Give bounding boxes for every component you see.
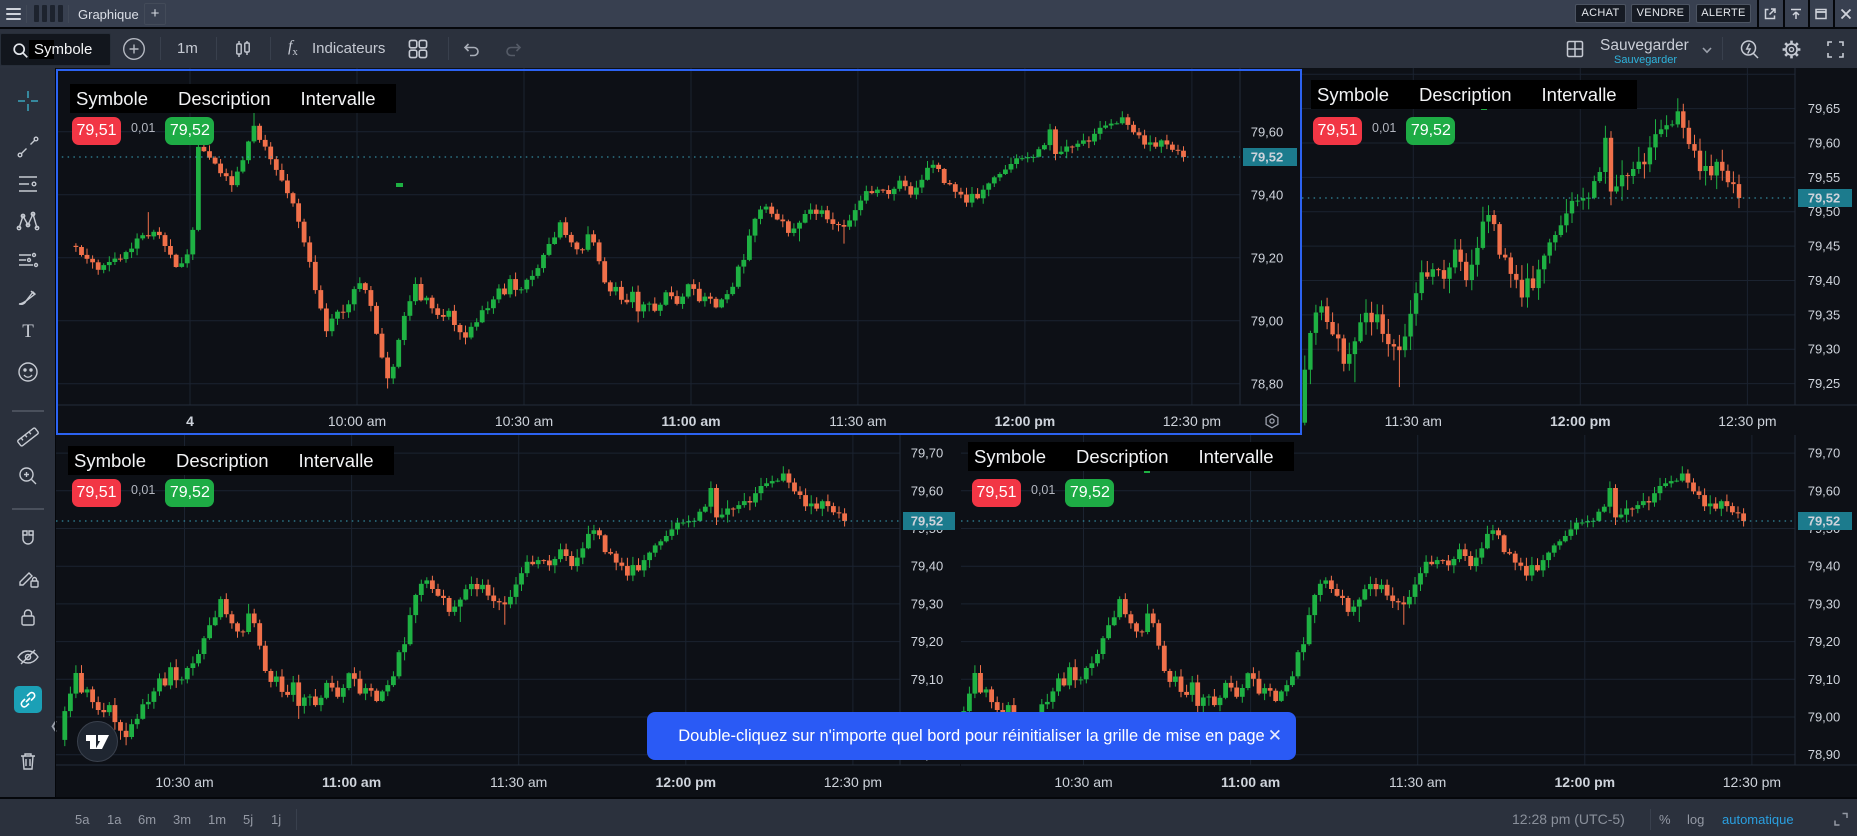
- svg-text:11:00 am: 11:00 am: [322, 774, 381, 790]
- svg-text:11:30 am: 11:30 am: [1385, 413, 1442, 429]
- svg-text:79,40: 79,40: [1808, 273, 1841, 288]
- svg-text:10:30 am: 10:30 am: [495, 413, 553, 429]
- svg-text:79,60: 79,60: [1808, 483, 1841, 498]
- svg-text:79,70: 79,70: [1808, 446, 1841, 461]
- svg-text:78,80: 78,80: [1251, 376, 1284, 391]
- svg-text:11:00 am: 11:00 am: [1221, 774, 1280, 790]
- svg-text:78,90: 78,90: [1808, 747, 1841, 762]
- svg-text:79,30: 79,30: [1808, 342, 1841, 357]
- svg-text:79,50: 79,50: [1808, 204, 1841, 219]
- svg-text:79,55: 79,55: [1808, 170, 1841, 185]
- svg-text:10:00 am: 10:00 am: [328, 413, 386, 429]
- svg-text:79,30: 79,30: [911, 596, 944, 611]
- svg-text:4: 4: [186, 413, 194, 429]
- svg-text:79,52: 79,52: [1251, 150, 1284, 165]
- svg-text:79,52: 79,52: [1808, 514, 1841, 529]
- svg-text:79,10: 79,10: [1808, 672, 1841, 687]
- svg-text:12:30 pm: 12:30 pm: [1723, 774, 1781, 790]
- svg-text:79,60: 79,60: [1251, 124, 1284, 139]
- svg-text:79,40: 79,40: [1808, 559, 1841, 574]
- svg-text:79,70: 79,70: [911, 446, 944, 461]
- svg-text:12:00 pm: 12:00 pm: [995, 413, 1056, 429]
- svg-text:79,20: 79,20: [1808, 634, 1841, 649]
- svg-text:79,00: 79,00: [1808, 710, 1841, 725]
- svg-text:12:00 pm: 12:00 pm: [1554, 774, 1615, 790]
- svg-text:11:30 am: 11:30 am: [490, 774, 547, 790]
- svg-text:79,20: 79,20: [1251, 250, 1284, 265]
- svg-text:79,60: 79,60: [1808, 136, 1841, 151]
- svg-text:12:30 pm: 12:30 pm: [1718, 413, 1776, 429]
- svg-text:11:00 am: 11:00 am: [661, 413, 720, 429]
- svg-text:79,60: 79,60: [911, 483, 944, 498]
- svg-text:12:00 pm: 12:00 pm: [655, 774, 716, 790]
- svg-text:12:30 pm: 12:30 pm: [824, 774, 882, 790]
- svg-text:11:30 am: 11:30 am: [829, 413, 886, 429]
- svg-text:79,35: 79,35: [1808, 307, 1841, 322]
- svg-text:79,52: 79,52: [1808, 191, 1841, 206]
- svg-text:79,52: 79,52: [911, 514, 944, 529]
- svg-text:79,00: 79,00: [1251, 313, 1284, 328]
- svg-text:12:00 pm: 12:00 pm: [1550, 413, 1611, 429]
- svg-text:79,65: 79,65: [1808, 101, 1841, 116]
- svg-text:79,45: 79,45: [1808, 239, 1841, 254]
- svg-text:79,20: 79,20: [911, 634, 944, 649]
- svg-text:79,40: 79,40: [911, 559, 944, 574]
- svg-text:11:30 am: 11:30 am: [1389, 774, 1446, 790]
- svg-text:79,25: 79,25: [1808, 376, 1841, 391]
- svg-text:12:30 pm: 12:30 pm: [1163, 413, 1221, 429]
- svg-text:10:30 am: 10:30 am: [1054, 774, 1112, 790]
- svg-text:79,40: 79,40: [1251, 187, 1284, 202]
- svg-text:10:30 am: 10:30 am: [155, 774, 213, 790]
- svg-text:79,10: 79,10: [911, 672, 944, 687]
- svg-text:79,30: 79,30: [1808, 596, 1841, 611]
